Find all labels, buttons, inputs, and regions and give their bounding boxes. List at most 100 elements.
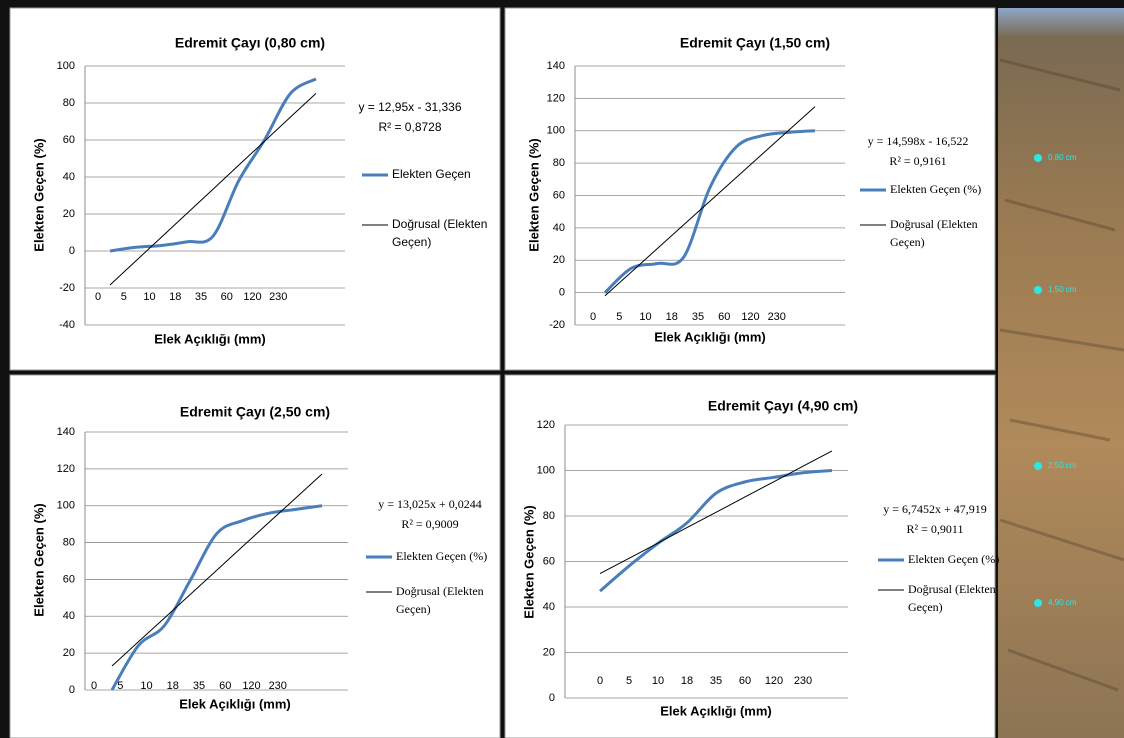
x-tick-label: 60 (739, 675, 751, 687)
trend-equation: R² = 0,9009 (401, 517, 458, 531)
y-tick-label: 140 (547, 60, 565, 72)
y-tick-label: 20 (543, 646, 555, 658)
y-axis-label: Elekten Geçen (%) (521, 505, 536, 618)
y-tick-label: 140 (57, 426, 75, 438)
x-tick-label: 230 (794, 675, 812, 687)
chart-title: Edremit Çayı (1,50 cm) (680, 35, 830, 51)
data-line (603, 129, 816, 294)
photo-label: 1,50 cm (1048, 285, 1077, 294)
legend-label: Elekten Geçen (%) (890, 182, 981, 196)
x-tick-label: 5 (616, 311, 622, 323)
legend-line: Geçen) (890, 235, 925, 249)
y-tick-label: -20 (59, 282, 75, 294)
x-tick-label: 120 (741, 311, 759, 323)
y-tick-label: 80 (543, 510, 555, 522)
y-tick-label: 100 (57, 60, 75, 72)
trend-equation: y = 13,025x + 0,0244 (378, 497, 482, 511)
y-tick-label: 40 (543, 601, 555, 613)
y-tick-label: -40 (59, 319, 75, 331)
x-tick-label: 0 (590, 311, 596, 323)
y-tick-label: 0 (69, 684, 75, 696)
y-tick-label: 100 (547, 125, 565, 137)
legend-line: Doğrusal (Elekten (890, 217, 978, 231)
x-tick-label: 18 (169, 291, 181, 303)
legend-label: Elekten Geçen (%) (908, 552, 999, 566)
x-tick-label: 18 (167, 680, 179, 692)
panel (504, 374, 996, 738)
x-tick-label: 120 (765, 675, 783, 687)
y-tick-label: 60 (63, 134, 75, 146)
y-tick-label: 20 (553, 254, 565, 266)
x-axis-label: Elek Açıklığı (mm) (654, 329, 766, 344)
legend-line: Doğrusal (Elekten (392, 217, 487, 231)
x-tick-label: 60 (221, 291, 233, 303)
x-tick-label: 60 (718, 311, 730, 323)
photo-texture (999, 58, 1124, 692)
x-tick-label: 120 (243, 291, 261, 303)
legend-label: Doğrusal (Elekten Geçen) (396, 584, 484, 616)
soil-photo (998, 8, 1124, 738)
x-tick-label: 10 (143, 291, 155, 303)
x-tick-label: 35 (195, 291, 207, 303)
y-tick-label: 60 (63, 573, 75, 585)
x-tick-label: 18 (666, 311, 678, 323)
trend-equation: R² = 0,9161 (889, 154, 946, 168)
y-tick-label: 120 (547, 92, 565, 104)
x-tick-label: 230 (269, 291, 287, 303)
y-tick-label: 120 (537, 419, 555, 431)
panel (9, 7, 501, 371)
y-tick-label: 100 (57, 500, 75, 512)
x-tick-label: 0 (91, 680, 97, 692)
legend-label: Doğrusal (Elekten Geçen) (392, 217, 487, 249)
x-tick-label: 120 (242, 680, 260, 692)
x-tick-label: 35 (193, 680, 205, 692)
trend-line (111, 473, 323, 667)
chart-title: Edremit Çayı (4,90 cm) (708, 398, 858, 414)
x-tick-label: 35 (692, 311, 704, 323)
photo-marker (1034, 599, 1042, 607)
x-tick-label: 60 (219, 680, 231, 692)
y-tick-label: 20 (63, 647, 75, 659)
legend-line: Geçen) (392, 235, 431, 249)
x-tick-label: 0 (597, 675, 603, 687)
x-tick-label: 5 (626, 675, 632, 687)
trend-line (599, 450, 833, 574)
legend-line: Geçen) (908, 600, 943, 614)
x-tick-label: 5 (117, 680, 123, 692)
y-tick-label: 100 (537, 464, 555, 476)
x-tick-label: 5 (121, 291, 127, 303)
y-tick-label: 40 (63, 610, 75, 622)
y-tick-label: 0 (559, 287, 565, 299)
legend-line: Geçen) (396, 602, 431, 616)
x-tick-label: 230 (269, 680, 287, 692)
chart-title: Edremit Çayı (0,80 cm) (175, 35, 325, 51)
y-tick-label: 80 (553, 157, 565, 169)
trend-equation: y = 6,7452x + 47,919 (883, 502, 987, 516)
photo-marker (1034, 462, 1042, 470)
panel (504, 7, 996, 371)
photo-label: 0,80 cm (1048, 153, 1077, 162)
x-tick-label: 18 (681, 675, 693, 687)
y-tick-label: 0 (549, 692, 555, 704)
legend-label: Elekten Geçen (%) (396, 549, 487, 563)
chart-title: Edremit Çayı (2,50 cm) (180, 404, 330, 420)
legend-line: Doğrusal (Elekten (396, 584, 484, 598)
y-axis-label: Elekten Geçen (%) (31, 503, 46, 616)
legend-label: Doğrusal (Elekten Geçen) (890, 217, 978, 249)
x-tick-label: 35 (710, 675, 722, 687)
y-tick-label: -20 (549, 319, 565, 331)
x-axis-label: Elek Açıklığı (mm) (154, 331, 266, 346)
y-axis-label: Elekten Geçen (%) (526, 138, 541, 251)
data-line (599, 469, 833, 593)
trend-equation: R² = 0,9011 (907, 522, 964, 536)
trend-equation: R² = 0,8728 (378, 120, 441, 134)
trend-equation: y = 12,95x - 31,336 (358, 100, 461, 114)
y-tick-label: 60 (553, 189, 565, 201)
x-tick-label: 10 (140, 680, 152, 692)
x-axis-label: Elek Açıklığı (mm) (179, 696, 291, 711)
y-tick-label: 20 (63, 208, 75, 220)
photo-marker (1034, 154, 1042, 162)
legend-label: Elekten Geçen (392, 167, 471, 181)
panel (9, 374, 501, 738)
